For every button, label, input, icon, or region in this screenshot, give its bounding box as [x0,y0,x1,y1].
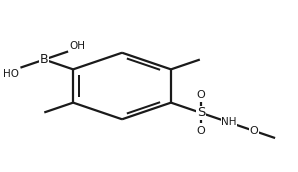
Text: O: O [197,126,205,136]
Text: HO: HO [3,68,19,78]
Text: O: O [197,90,205,100]
Text: S: S [197,106,205,119]
Text: O: O [249,126,258,136]
Text: NH: NH [221,117,236,127]
Text: B: B [40,53,49,66]
Text: OH: OH [69,41,86,51]
